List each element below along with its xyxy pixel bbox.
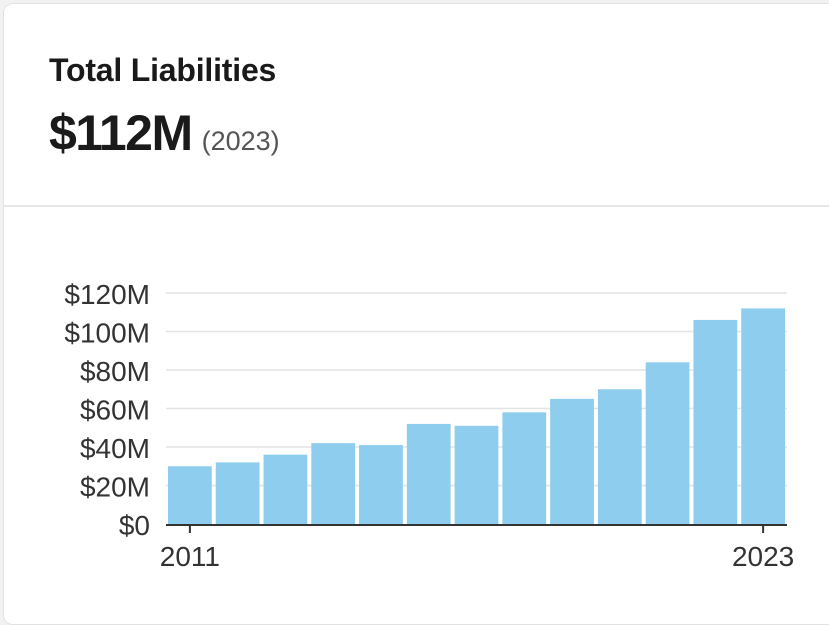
header-divider: [4, 205, 829, 207]
y-tick-label: $40M: [80, 433, 150, 464]
bar-2011: [168, 466, 212, 524]
liabilities-bar-chart: $0 $20M $40M $60M $80M $100M $120M 2011 2023: [64, 279, 794, 572]
bar-2019: [550, 398, 594, 524]
y-tick-label: $100M: [64, 318, 150, 349]
y-axis-labels: $0 $20M $40M $60M $80M $100M $120M: [64, 279, 150, 541]
chart-axis: [166, 524, 787, 533]
y-tick-label: $20M: [80, 472, 150, 503]
bar-2015: [359, 445, 403, 524]
bar-2018: [502, 412, 547, 524]
bar-2016: [406, 423, 451, 524]
bar-2023: [741, 308, 785, 524]
card-title: Total Liabilities: [49, 52, 277, 88]
bar-2022: [693, 319, 738, 524]
y-tick-label: $80M: [80, 356, 150, 387]
chart-bars: [168, 308, 785, 524]
x-tick-label: 2011: [160, 541, 220, 572]
bar-2017: [454, 425, 499, 524]
bar-2020: [597, 389, 642, 524]
y-tick-label: $120M: [64, 279, 150, 310]
headline-value: $112M: [49, 105, 193, 161]
x-tick-label: 2023: [732, 541, 794, 572]
headline-value-row: $112M (2023): [49, 104, 280, 162]
headline-year: (2023): [201, 126, 280, 156]
bar-2013: [263, 454, 308, 524]
card-header: Total Liabilities $112M (2023): [4, 4, 829, 204]
bar-2012: [215, 462, 260, 524]
x-axis-labels: 2011 2023: [160, 541, 794, 572]
bar-2021: [645, 362, 690, 524]
y-tick-label: $0: [119, 510, 150, 541]
bar-2014: [311, 443, 356, 524]
y-tick-label: $60M: [80, 395, 150, 426]
